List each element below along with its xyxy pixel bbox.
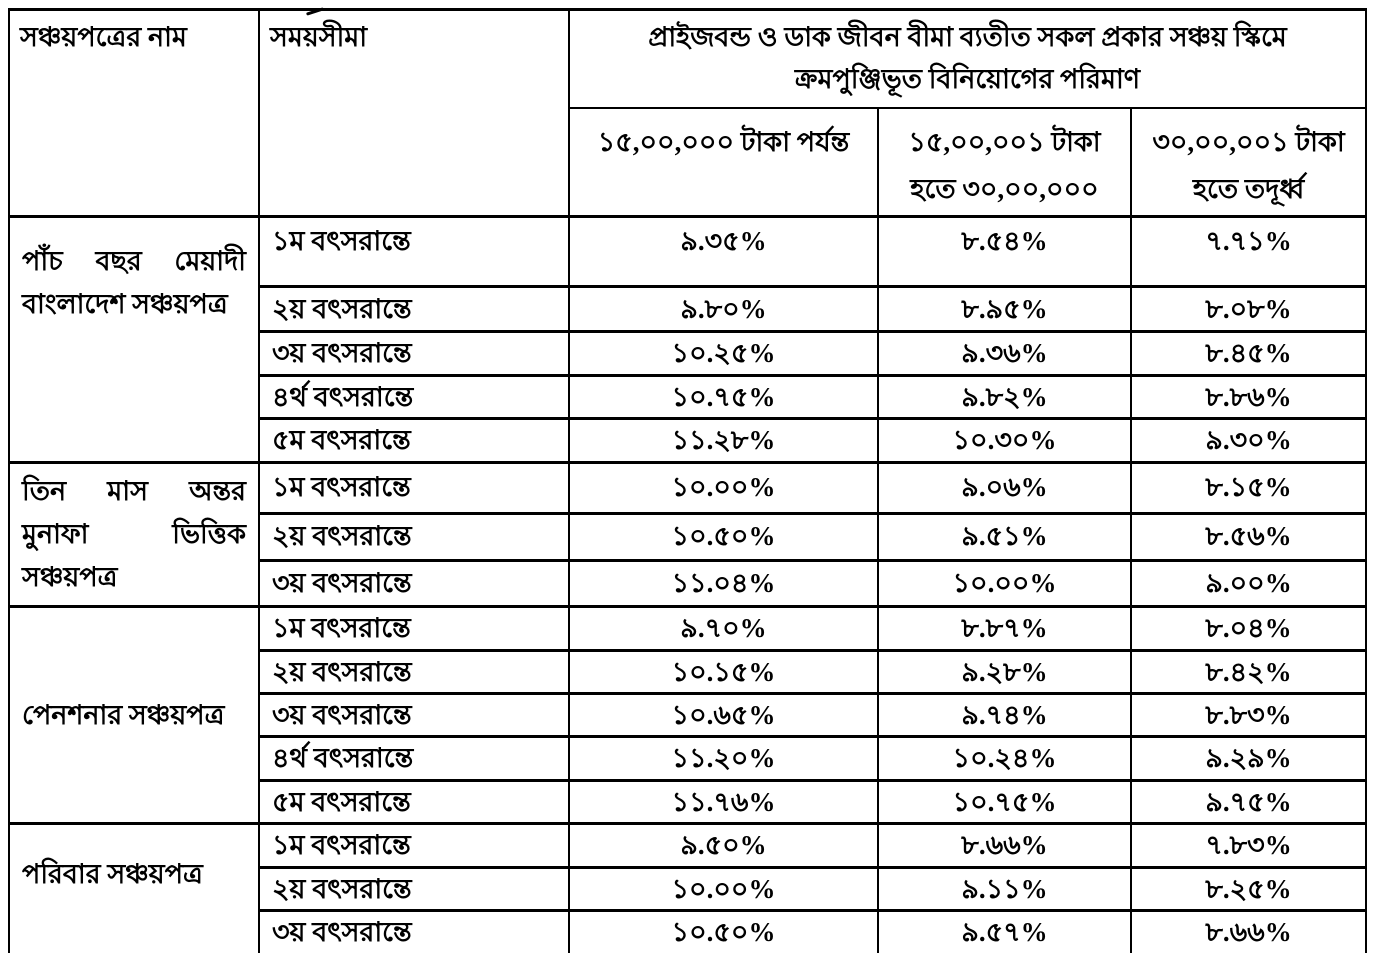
- year-end-cell: ৩য় বৎসরান্তে: [258, 558, 570, 609]
- rate-cell: ১০.১৫%: [568, 648, 879, 695]
- rate-cell: ৮.৮৩%: [1129, 691, 1368, 739]
- rate-cell: ১০.০০%: [568, 460, 879, 515]
- certificate-name-cell: তিন মাস অন্তর মুনাফা ভিত্তিক সঞ্চয়পত্র: [8, 460, 260, 609]
- header-investment-amount: প্রাইজবন্ড ও ডাক জীবন বীমা ব্যতীত সকল প্…: [567, 7, 1368, 109]
- rate-cell: ৮.৮৭%: [877, 605, 1132, 652]
- year-end-cell: ৪র্থ বৎসরান্তে: [258, 735, 570, 782]
- rate-cell: ১১.২৮%: [568, 417, 879, 464]
- rate-cell: ১১.৭৬%: [568, 778, 879, 826]
- table-row: তিন মাস অন্তর মুনাফা ভিত্তিক সঞ্চয়পত্র …: [8, 460, 1368, 609]
- rate-cell: ৯.৩০%: [1129, 417, 1368, 464]
- certificate-name-cell: পাঁচ বছর মেয়াদী বাংলাদেশ সঞ্চয়পত্র: [8, 215, 260, 464]
- rate-cell: ৮.৪৫%: [1129, 330, 1368, 377]
- rate-cell: ৯.৮২%: [877, 373, 1132, 421]
- rate-cell: ৯.৩৫%: [568, 215, 879, 289]
- rate-cell: ৯.৮০%: [568, 285, 879, 334]
- table-row: ৩য় বৎসরান্তে ১০.৬৫% ৯.৭৪% ৮.৮৩%: [9, 691, 1368, 739]
- year-end-cell: ৩য় বৎসরান্তে: [258, 909, 570, 953]
- rate-cell: ১১.২০%: [568, 735, 879, 782]
- table-row: ২য় বৎসরান্তে ৯.৮০% ৮.৯৫% ৮.০৮%: [9, 285, 1368, 334]
- year-end-cell: ২য় বৎসরান্তে: [258, 511, 570, 562]
- rate-cell: ৮.৮৬%: [1129, 373, 1368, 421]
- table-row: ৩য় বৎসরান্তে ১০.২৫% ৯.৩৬% ৮.৪৫%: [9, 330, 1368, 377]
- rate-cell: ৭.৭১%: [1129, 215, 1368, 289]
- rate-cell: ৯.৫০%: [568, 822, 879, 869]
- table-row: ২য় বৎসরান্তে ১০.১৫% ৯.২৮% ৮.৪২%: [9, 648, 1368, 695]
- rate-cell: ৭.৮৩%: [1129, 822, 1368, 869]
- certificate-name-cell: পরিবার সঞ্চয়পত্র: [8, 822, 260, 953]
- rate-cell: ৯.৭০%: [568, 605, 879, 652]
- rate-cell: ১০.৭৫%: [568, 373, 879, 421]
- rate-cell: ৮.৫৪%: [877, 215, 1132, 289]
- header-slab-1: ১৫,০০,০০০ টাকা পর্যন্ত: [568, 106, 879, 219]
- year-end-cell: ১ম বৎসরান্তে: [258, 605, 570, 652]
- rate-cell: ৮.১৫%: [1129, 460, 1368, 515]
- rate-cell: ৮.৬৬%: [1129, 909, 1368, 953]
- rate-cell: ১১.০৪%: [568, 558, 879, 609]
- table-row: পরিবার সঞ্চয়পত্র ১ম বৎসরান্তে ৯.৫০% ৮.৬…: [8, 822, 1368, 953]
- year-end-cell: ১ম বৎসরান্তে: [258, 460, 570, 515]
- year-end-cell: ৩য় বৎসরান্তে: [258, 691, 570, 739]
- header-row-2: ১৫,০০,০০০ টাকা পর্যন্ত ১৫,০০,০০১ টাকা হত…: [9, 106, 1368, 219]
- year-end-cell: ৪র্থ বৎসরান্তে: [258, 373, 570, 421]
- rate-cell: ৮.৫৬%: [1129, 511, 1368, 562]
- rate-cell: ৯.৫১%: [877, 511, 1132, 562]
- rate-cell: ১০.২৫%: [568, 330, 879, 377]
- header-row-1: সঞ্চয়পত্রের নাম সময়সীমা প্রাইজবন্ড ও ড…: [8, 7, 1368, 219]
- year-end-cell: ১ম বৎসরান্তে: [258, 822, 570, 869]
- rate-cell: ৮.৬৬%: [877, 822, 1132, 869]
- rate-cell: ৯.৭৪%: [877, 691, 1132, 739]
- rate-cell: ১০.৫০%: [568, 511, 879, 562]
- header-time-limit: সময়সীমা: [258, 7, 570, 219]
- table-row: ৩য় বৎসরান্তে ১০.৫০% ৯.৫৭% ৮.৬৬%: [9, 909, 1368, 953]
- rate-cell: ৯.৫৭%: [877, 909, 1132, 953]
- year-end-cell: ২য় বৎসরান্তে: [258, 648, 570, 695]
- rate-cell: ৯.১১%: [877, 865, 1132, 913]
- header-slab-3: ৩০,০০,০০১ টাকা হতে তদূর্ধ্ব: [1129, 106, 1368, 219]
- rate-cell: ৯.০৬%: [877, 460, 1132, 515]
- rate-cell: ৯.০০%: [1129, 558, 1368, 609]
- table-row: ২য় বৎসরান্তে ১০.৫০% ৯.৫১% ৮.৫৬%: [9, 511, 1368, 562]
- rate-cell: ১০.৫০%: [568, 909, 879, 953]
- rate-cell: ৮.০৮%: [1129, 285, 1368, 334]
- table-row: ৩য় বৎসরান্তে ১১.০৪% ১০.০০% ৯.০০%: [9, 558, 1368, 609]
- rate-cell: ১০.৩০%: [877, 417, 1132, 464]
- rate-cell: ১০.০০%: [568, 865, 879, 913]
- rate-cell: ৯.২৯%: [1129, 735, 1368, 782]
- table-row: ৪র্থ বৎসরান্তে ১০.৭৫% ৯.৮২% ৮.৮৬%: [9, 373, 1368, 421]
- table-row: ২য় বৎসরান্তে ১০.০০% ৯.১১% ৮.২৫%: [9, 865, 1368, 913]
- header-certificate-name: সঞ্চয়পত্রের নাম: [8, 7, 260, 219]
- certificate-name-cell: পেনশনার সঞ্চয়পত্র: [8, 605, 260, 826]
- rate-cell: ৯.৩৬%: [877, 330, 1132, 377]
- year-end-cell: ৫ম বৎসরান্তে: [258, 778, 570, 826]
- rate-cell: ৯.৭৫%: [1129, 778, 1368, 826]
- table-row: ৫ম বৎসরান্তে ১১.৭৬% ১০.৭৫% ৯.৭৫%: [9, 778, 1368, 826]
- rate-cell: ৮.৪২%: [1129, 648, 1368, 695]
- savings-rate-table: সঞ্চয়পত্রের নাম সময়সীমা প্রাইজবন্ড ও ড…: [8, 7, 1368, 953]
- year-end-cell: ২য় বৎসরান্তে: [258, 865, 570, 913]
- rate-cell: ৮.২৫%: [1129, 865, 1368, 913]
- header-slab-2: ১৫,০০,০০১ টাকা হতে ৩০,০০,০০০: [877, 106, 1132, 219]
- rate-cell: ১০.২৪%: [877, 735, 1132, 782]
- rate-cell: ৯.২৮%: [877, 648, 1132, 695]
- rate-cell: ১০.৭৫%: [877, 778, 1132, 826]
- year-end-cell: ৩য় বৎসরান্তে: [258, 330, 570, 377]
- table-row: ৪র্থ বৎসরান্তে ১১.২০% ১০.২৪% ৯.২৯%: [9, 735, 1368, 782]
- table-row: পাঁচ বছর মেয়াদী বাংলাদেশ সঞ্চয়পত্র ১ম …: [8, 215, 1368, 464]
- year-end-cell: ৫ম বৎসরান্তে: [258, 417, 570, 464]
- table-row: ৫ম বৎসরান্তে ১১.২৮% ১০.৩০% ৯.৩০%: [9, 417, 1368, 464]
- year-end-cell: ২য় বৎসরান্তে: [258, 285, 570, 334]
- rate-cell: ১০.০০%: [877, 558, 1132, 609]
- year-end-cell: ১ম বৎসরান্তে: [258, 215, 570, 289]
- rate-cell: ৮.৯৫%: [877, 285, 1132, 334]
- table-row: পেনশনার সঞ্চয়পত্র ১ম বৎসরান্তে ৯.৭০% ৮.…: [8, 605, 1368, 826]
- rate-cell: ১০.৬৫%: [568, 691, 879, 739]
- rate-cell: ৮.০৪%: [1129, 605, 1368, 652]
